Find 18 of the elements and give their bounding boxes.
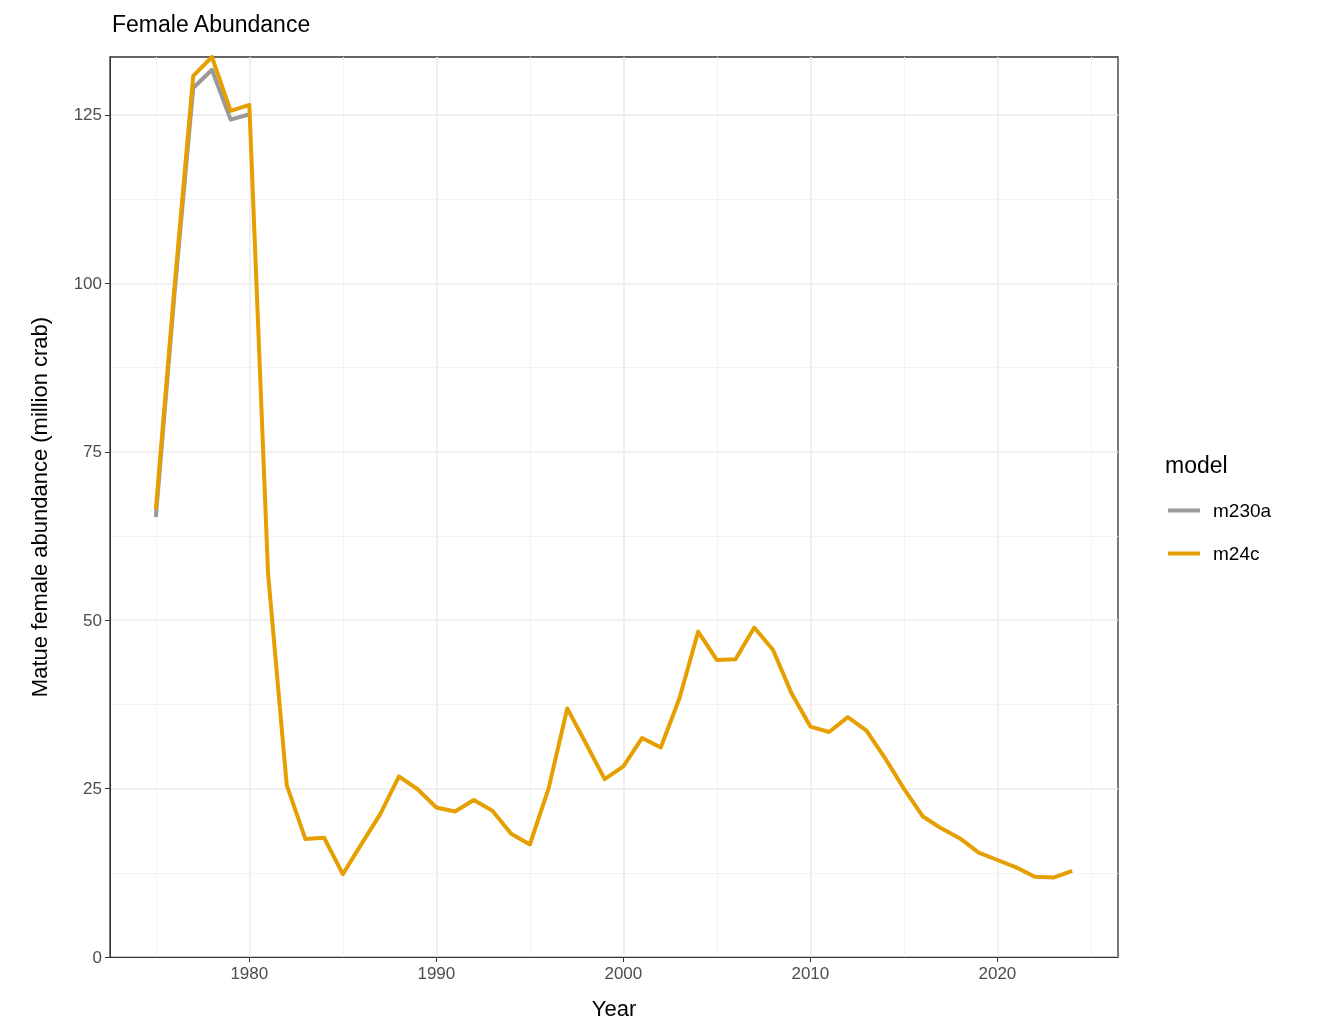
- x-tick-label: 1980: [230, 964, 269, 983]
- y-tick-label: 100: [73, 273, 102, 293]
- x-tick-label: 2020: [978, 964, 1017, 983]
- y-tick-label: 125: [73, 105, 102, 125]
- y-axis-title: Matue female abundance (million crab): [26, 316, 52, 698]
- y-tick-label: 0: [92, 947, 102, 967]
- legend-label: m230a: [1213, 500, 1272, 521]
- y-tick-label: 50: [83, 610, 102, 630]
- x-tick-label: 2000: [604, 964, 643, 983]
- x-tick-label: 1990: [417, 964, 456, 983]
- chart-title: Female Abundance: [112, 10, 311, 37]
- y-tick-label: 25: [83, 779, 102, 799]
- legend-label: m24c: [1213, 543, 1260, 564]
- y-tick-label: 75: [83, 442, 102, 462]
- line-series: [153, 55, 1075, 880]
- x-axis-title: Year: [591, 995, 637, 1021]
- legend-title: model: [1165, 451, 1228, 478]
- x-tick-label: 2010: [791, 964, 830, 983]
